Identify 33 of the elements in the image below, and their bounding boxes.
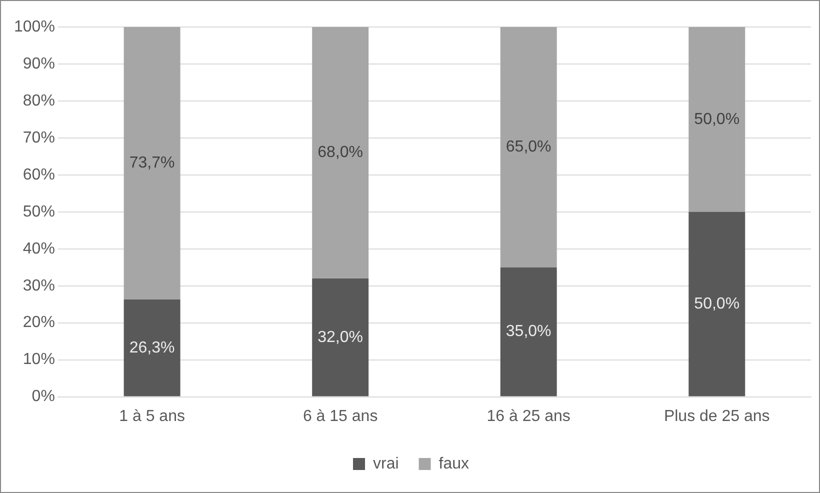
bar [688, 27, 746, 212]
data-label: 65,0% [506, 138, 552, 156]
y-tick-label: 90% [22, 55, 55, 72]
data-label: 26,3% [129, 339, 175, 356]
bar [312, 278, 369, 396]
y-tick-label: 0% [32, 388, 55, 406]
bar [124, 27, 180, 300]
bar [312, 27, 369, 278]
y-tick-label: 20% [22, 314, 55, 332]
data-label: 50,0% [694, 296, 740, 313]
y-tick-label: 50% [22, 203, 55, 220]
x-tick-label: 1 à 5 ans [119, 408, 185, 425]
data-label: 35,0% [506, 323, 552, 340]
y-tick-label: 40% [22, 240, 55, 258]
bar [124, 300, 180, 396]
data-label: 68,0% [318, 144, 364, 162]
y-tick-label: 100% [14, 18, 55, 36]
y-tick-label: 30% [22, 277, 55, 294]
data-label: 32,0% [318, 328, 364, 346]
y-tick-label: 60% [22, 166, 55, 184]
legend-label: vrai [372, 455, 399, 472]
y-tick-label: 10% [22, 351, 55, 368]
data-label: 73,7% [129, 154, 175, 172]
x-tick-label: Plus de 25 ans [664, 408, 770, 425]
x-tick-label: 6 à 15 ans [302, 408, 378, 425]
bar [688, 212, 746, 396]
y-tick-label: 70% [22, 129, 55, 146]
data-label: 50,0% [694, 110, 740, 128]
bar [500, 27, 557, 268]
y-tick-label: 80% [22, 92, 55, 110]
bar [500, 267, 557, 396]
legend-label: faux [438, 455, 470, 472]
x-tick-label: 16 à 25 ans [486, 408, 570, 425]
